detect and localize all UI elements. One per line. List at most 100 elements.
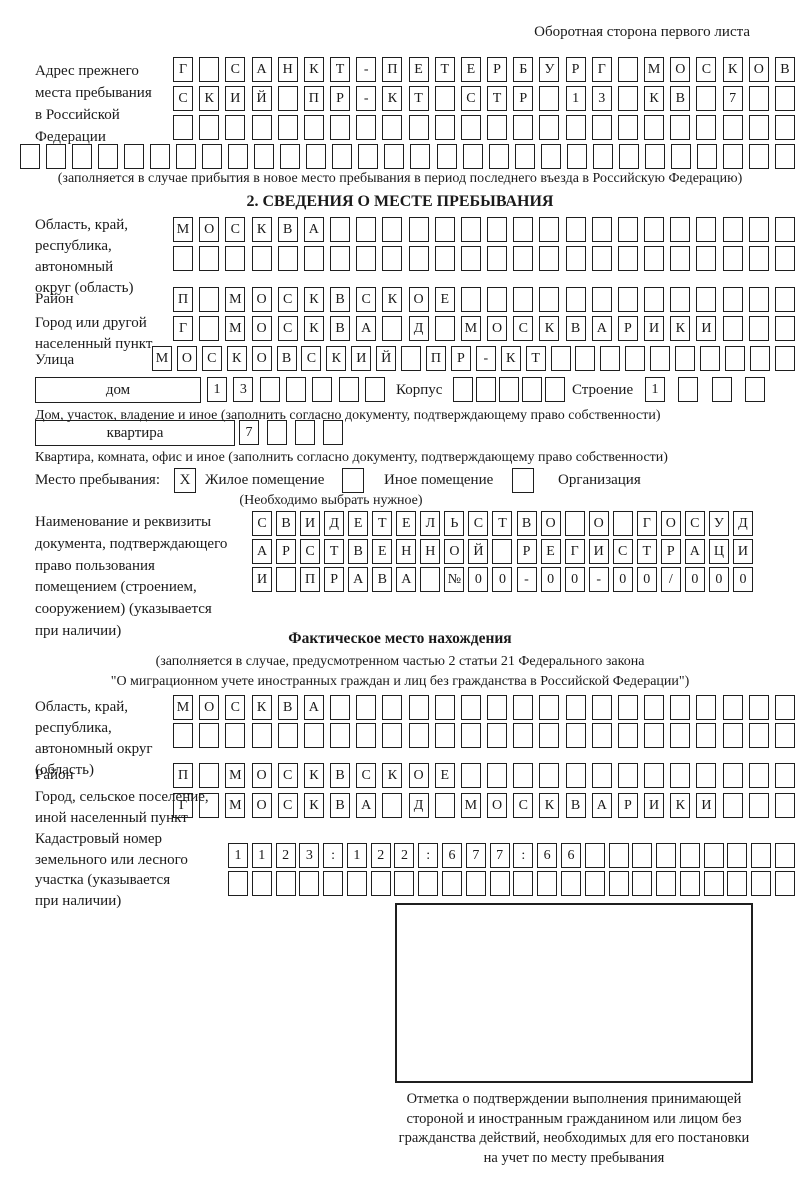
char-cell[interactable]: Д: [324, 511, 345, 536]
char-cell[interactable]: И: [696, 793, 717, 818]
char-cell[interactable]: [774, 695, 795, 720]
char-cell[interactable]: [460, 695, 481, 720]
char-cell[interactable]: О: [408, 763, 429, 788]
char-cell[interactable]: А: [396, 567, 417, 592]
char-cell[interactable]: [499, 377, 519, 402]
char-cell[interactable]: [46, 144, 67, 169]
char-cell[interactable]: [303, 246, 324, 271]
char-cell[interactable]: М: [152, 346, 172, 371]
char-cell[interactable]: С: [513, 793, 534, 818]
char-cell[interactable]: Т: [434, 57, 455, 82]
char-cell[interactable]: [748, 246, 769, 271]
char-cell[interactable]: К: [644, 86, 665, 111]
char-cell[interactable]: [696, 723, 717, 748]
char-cell[interactable]: С: [468, 511, 489, 536]
char-cell[interactable]: [312, 377, 333, 402]
char-cell[interactable]: [382, 217, 403, 242]
char-cell[interactable]: [774, 86, 795, 111]
char-cell[interactable]: Е: [372, 539, 393, 564]
char-cell[interactable]: С: [277, 287, 298, 312]
char-cell[interactable]: [434, 246, 455, 271]
char-cell[interactable]: С: [356, 287, 377, 312]
char-cell[interactable]: [696, 695, 717, 720]
char-cell[interactable]: [420, 567, 441, 592]
char-cell[interactable]: [199, 246, 220, 271]
char-cell[interactable]: [696, 144, 717, 169]
char-cell[interactable]: [408, 246, 429, 271]
char-cell[interactable]: Р: [513, 86, 534, 111]
char-cell[interactable]: [513, 763, 534, 788]
char-cell[interactable]: С: [300, 539, 321, 564]
char-cell[interactable]: [617, 246, 638, 271]
char-cell[interactable]: [303, 115, 324, 140]
char-cell[interactable]: [774, 144, 795, 169]
char-cell[interactable]: [591, 287, 612, 312]
char-cell[interactable]: [199, 763, 220, 788]
char-cell[interactable]: 0: [468, 567, 489, 592]
char-cell[interactable]: Р: [450, 346, 471, 371]
char-cell[interactable]: [356, 115, 377, 140]
char-cell[interactable]: Б: [513, 57, 534, 82]
char-cell[interactable]: [418, 871, 439, 896]
char-cell[interactable]: -: [475, 346, 496, 371]
char-cell[interactable]: [514, 144, 535, 169]
char-cell[interactable]: [277, 115, 298, 140]
char-cell[interactable]: [539, 86, 560, 111]
char-cell[interactable]: [591, 695, 612, 720]
char-cell[interactable]: [275, 871, 296, 896]
char-cell[interactable]: О: [251, 316, 272, 341]
char-cell[interactable]: О: [540, 511, 561, 536]
char-cell[interactable]: [565, 763, 586, 788]
char-cell[interactable]: К: [670, 316, 691, 341]
char-cell[interactable]: [370, 871, 391, 896]
char-cell[interactable]: [513, 217, 534, 242]
char-cell[interactable]: [748, 287, 769, 312]
char-cell[interactable]: [251, 246, 272, 271]
char-cell[interactable]: [251, 723, 272, 748]
char-cell[interactable]: [460, 287, 481, 312]
char-cell[interactable]: [323, 871, 344, 896]
char-cell[interactable]: И: [588, 539, 609, 564]
char-cell[interactable]: Г: [591, 57, 612, 82]
char-cell[interactable]: [539, 287, 560, 312]
char-cell[interactable]: [650, 346, 671, 371]
char-cell[interactable]: [513, 723, 534, 748]
char-cell[interactable]: [550, 346, 571, 371]
char-cell[interactable]: [696, 115, 717, 140]
char-cell[interactable]: К: [539, 316, 560, 341]
char-cell[interactable]: [434, 695, 455, 720]
char-cell[interactable]: [332, 144, 353, 169]
char-cell[interactable]: П: [303, 86, 324, 111]
char-cell[interactable]: [199, 793, 220, 818]
char-cell[interactable]: [202, 144, 223, 169]
char-cell[interactable]: [453, 377, 473, 402]
char-cell[interactable]: [617, 287, 638, 312]
char-cell[interactable]: [487, 723, 508, 748]
char-cell[interactable]: О: [588, 511, 609, 536]
char-cell[interactable]: А: [303, 217, 324, 242]
char-cell[interactable]: [748, 115, 769, 140]
char-cell[interactable]: [251, 115, 272, 140]
char-cell[interactable]: [228, 144, 249, 169]
char-cell[interactable]: :: [418, 843, 439, 868]
char-cell[interactable]: [150, 144, 171, 169]
char-cell[interactable]: О: [408, 287, 429, 312]
char-cell[interactable]: У: [539, 57, 560, 82]
char-cell[interactable]: [303, 723, 324, 748]
char-cell[interactable]: [696, 86, 717, 111]
char-cell[interactable]: [176, 144, 197, 169]
char-cell[interactable]: [330, 217, 351, 242]
char-cell[interactable]: [644, 763, 665, 788]
char-cell[interactable]: [277, 246, 298, 271]
char-cell[interactable]: Й: [468, 539, 489, 564]
char-cell[interactable]: [748, 316, 769, 341]
char-cell[interactable]: С: [173, 86, 193, 111]
char-cell[interactable]: О: [487, 316, 508, 341]
char-cell[interactable]: [72, 144, 93, 169]
char-cell[interactable]: П: [425, 346, 446, 371]
char-cell[interactable]: Р: [617, 316, 638, 341]
char-cell[interactable]: И: [644, 793, 665, 818]
char-cell[interactable]: [280, 144, 301, 169]
char-cell[interactable]: 1: [645, 377, 665, 402]
char-cell[interactable]: [625, 346, 646, 371]
